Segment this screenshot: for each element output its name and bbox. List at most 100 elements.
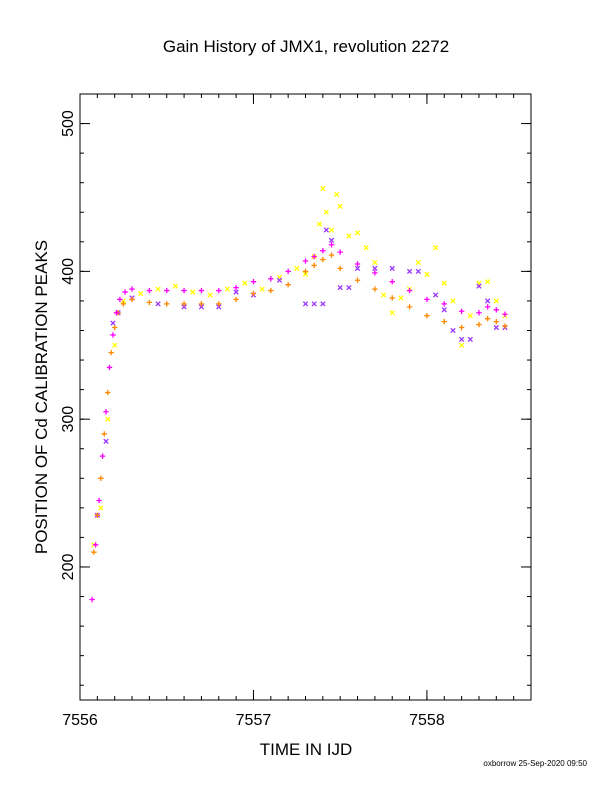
data-point xyxy=(320,185,326,192)
data-point xyxy=(190,289,196,295)
data-point xyxy=(250,290,257,297)
data-point xyxy=(406,287,413,294)
data-point xyxy=(389,279,395,285)
data-point xyxy=(484,315,491,322)
data-point xyxy=(320,256,326,263)
data-point xyxy=(323,209,329,215)
data-point xyxy=(164,301,170,307)
data-point xyxy=(122,289,128,295)
chart-title: Gain History of JMX1, revolution 2272 xyxy=(163,37,449,56)
data-point xyxy=(406,304,413,310)
data-point xyxy=(372,286,378,292)
data-point xyxy=(323,227,329,233)
data-point xyxy=(276,277,283,283)
data-point xyxy=(198,304,205,310)
x-tick-label: 7558 xyxy=(409,712,445,729)
x-tick-label: 7556 xyxy=(62,712,98,729)
tick-layer: 7556 7557 7558 200 300 400 500 xyxy=(60,93,532,729)
data-point xyxy=(476,310,482,316)
y-axis-label: POSITION OF Cd CALIBRATION PEAKS xyxy=(32,240,51,554)
y-tick-label: 300 xyxy=(60,406,77,433)
data-point xyxy=(103,438,109,445)
data-point xyxy=(233,284,239,291)
data-point xyxy=(146,287,153,294)
data-point xyxy=(242,280,248,286)
data-point xyxy=(311,253,317,260)
data-point xyxy=(129,286,135,292)
data-point xyxy=(110,332,116,338)
data-point xyxy=(320,247,326,254)
data-point xyxy=(101,431,107,437)
data-point xyxy=(328,242,335,248)
data-point xyxy=(111,324,118,331)
data-point xyxy=(106,364,113,371)
data-point xyxy=(372,270,378,276)
x-tick-label: 7557 xyxy=(236,712,272,729)
data-point xyxy=(207,292,213,298)
data-point xyxy=(113,310,120,316)
data-point xyxy=(415,268,421,275)
data-point xyxy=(94,512,101,518)
data-point xyxy=(96,497,102,504)
data-point xyxy=(337,249,343,255)
data-point xyxy=(398,295,404,301)
data-point xyxy=(103,409,109,415)
data-point xyxy=(363,245,369,251)
data-point xyxy=(224,286,231,292)
data-point xyxy=(233,296,239,303)
data-point xyxy=(441,301,447,307)
data-point xyxy=(181,301,187,307)
y-tick-label: 500 xyxy=(60,110,77,137)
x-axis-label: TIME IN IJD xyxy=(260,740,353,759)
data-point xyxy=(458,336,465,343)
data-point xyxy=(105,416,111,422)
data-point xyxy=(216,304,222,310)
data-point xyxy=(415,259,421,266)
data-point xyxy=(181,287,187,294)
data-point xyxy=(337,284,343,291)
data-point xyxy=(458,324,465,331)
footer-credit: oxborrow 25-Sep-2020 09:50 xyxy=(483,759,587,768)
data-point xyxy=(389,295,395,301)
data-layer xyxy=(89,185,508,603)
data-point xyxy=(268,287,274,294)
data-point xyxy=(493,324,499,331)
y-tick-label: 200 xyxy=(60,554,77,581)
data-point xyxy=(372,259,378,266)
data-point xyxy=(98,475,104,481)
data-point xyxy=(328,252,335,258)
data-point xyxy=(181,304,187,310)
data-point xyxy=(316,221,323,227)
data-point xyxy=(320,301,326,307)
data-point xyxy=(337,203,343,209)
data-point xyxy=(250,279,257,285)
data-point xyxy=(216,287,222,294)
data-point xyxy=(441,318,447,325)
data-point xyxy=(432,292,439,298)
data-point xyxy=(380,292,387,298)
data-point xyxy=(354,277,361,283)
data-point xyxy=(99,453,106,459)
data-point xyxy=(337,265,343,272)
data-point xyxy=(155,301,161,307)
data-point xyxy=(432,245,439,251)
data-point xyxy=(89,596,95,603)
data-point xyxy=(476,321,482,328)
data-point xyxy=(450,327,456,334)
data-point xyxy=(502,311,508,317)
data-point xyxy=(198,301,205,307)
data-point xyxy=(484,304,491,310)
data-point xyxy=(389,265,395,272)
data-point xyxy=(302,258,309,264)
data-point xyxy=(476,283,482,289)
data-point xyxy=(98,505,104,511)
data-point xyxy=(502,323,508,329)
data-point xyxy=(311,301,317,307)
data-point xyxy=(259,286,265,292)
data-point xyxy=(311,262,317,269)
data-point xyxy=(458,308,465,314)
data-point xyxy=(467,313,473,319)
data-point xyxy=(467,336,473,343)
